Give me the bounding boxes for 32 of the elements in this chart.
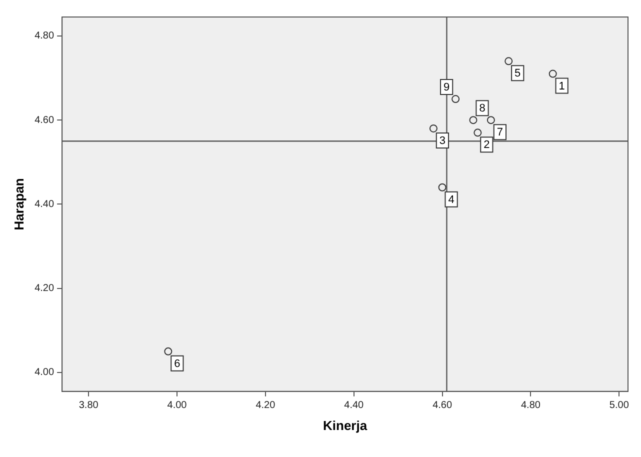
annotation: 4 bbox=[448, 194, 454, 206]
point bbox=[438, 183, 446, 192]
point bbox=[474, 128, 482, 137]
y-axis-title: Harapan bbox=[11, 178, 26, 230]
y-tick-label: 4.80 bbox=[34, 30, 54, 42]
annotation: 3 bbox=[439, 135, 446, 148]
point bbox=[429, 124, 438, 132]
annotation: 5 bbox=[514, 68, 521, 80]
x-tick-label: 3.80 bbox=[78, 400, 99, 412]
y-tick-label: 4.60 bbox=[34, 114, 54, 126]
annotation: 1 bbox=[558, 80, 565, 92]
x-tick-label: 4.40 bbox=[344, 400, 364, 412]
point bbox=[452, 95, 460, 104]
annotation: 7 bbox=[496, 126, 503, 139]
x-tick-label: 4.80 bbox=[520, 400, 541, 412]
point bbox=[486, 116, 495, 124]
y-tick-label: 4.40 bbox=[34, 198, 54, 210]
y-tick-label: 4.20 bbox=[34, 283, 54, 294]
annotation: 9 bbox=[444, 82, 450, 94]
point bbox=[548, 70, 557, 78]
point bbox=[469, 116, 478, 124]
annotation: 8 bbox=[479, 102, 486, 115]
annotation: 2 bbox=[484, 139, 490, 152]
point bbox=[504, 57, 513, 66]
annotation: 6 bbox=[174, 358, 180, 370]
y-tick-label: 4.00 bbox=[34, 367, 54, 378]
x-axis-title: Kinerja bbox=[322, 418, 368, 433]
point bbox=[164, 347, 172, 356]
x-tick-label: 4.20 bbox=[256, 400, 276, 412]
x-tick-label: 4.00 bbox=[167, 400, 188, 412]
x-tick-label: 4.60 bbox=[432, 400, 452, 412]
x-tick-label: 5.00 bbox=[609, 400, 630, 412]
